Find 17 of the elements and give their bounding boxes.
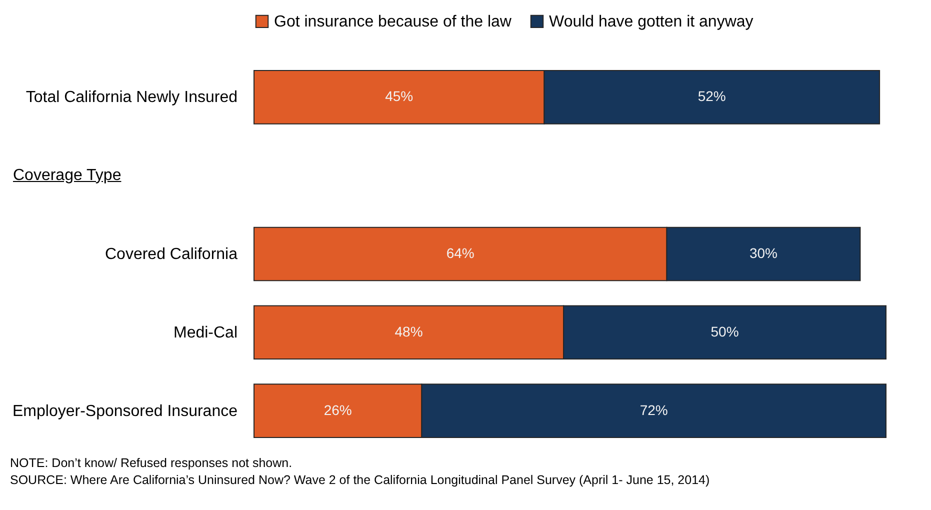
text: Coverage Type — [13, 166, 122, 186]
data-label: 72% — [640, 402, 668, 418]
source-note: SOURCE: Where Are California’s Uninsured Now? Wave 2 of the California Longitudinal Panel Survey (April 1- June 15, 2014) — [10, 472, 711, 489]
data-label: 30% — [749, 245, 778, 261]
data-label: 50% — [710, 323, 739, 340]
y-tick-label: Employer-Sponsored Insurance — [12, 402, 238, 420]
y-tick-label: Covered California — [104, 246, 238, 263]
legend-label: Got insurance because of the law — [274, 13, 512, 30]
y-tick-label: Medi-Cal — [173, 324, 238, 342]
legend-label: Would have gotten it anyway — [549, 13, 754, 30]
data-label: 45% — [385, 88, 414, 104]
data-label: 48% — [394, 323, 423, 340]
text: NOTE: Don’t know/ Refused responses not shown. — [10, 455, 294, 472]
y-tick-label: Total California Newly Insured — [26, 89, 238, 106]
data-label: 26% — [324, 402, 352, 418]
data-label: 64% — [446, 245, 474, 261]
data-label: 52% — [698, 88, 726, 104]
